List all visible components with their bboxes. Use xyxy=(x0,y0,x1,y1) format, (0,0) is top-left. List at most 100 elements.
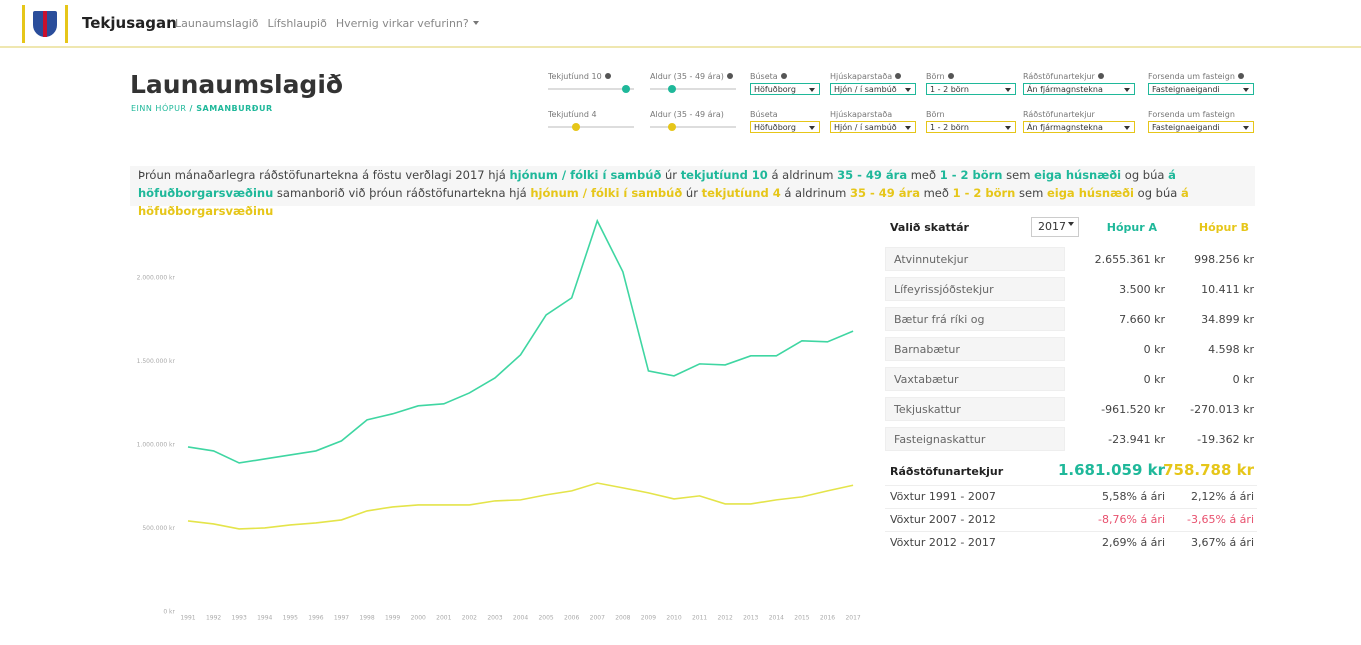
growth-row: Vöxtur 2007 - 2012 -8,76% á ári -3,65% á á… xyxy=(885,508,1257,535)
logo[interactable] xyxy=(22,5,68,43)
x-tick-label: 2012 xyxy=(718,615,733,622)
value-a: 2.655.361 kr xyxy=(1094,253,1165,266)
x-tick-label: 2004 xyxy=(513,615,528,622)
select-label: Forsenda um fasteign xyxy=(1148,72,1244,81)
highlight: tekjutíund 4 xyxy=(701,186,781,200)
value-a: -961.520 kr xyxy=(1101,403,1165,416)
row-label: Tekjuskattur xyxy=(885,397,1065,421)
slider[interactable] xyxy=(548,85,634,93)
select[interactable]: 1 - 2 börn xyxy=(926,83,1016,95)
table-row: Fasteignaskattur -23.941 kr -19.362 kr xyxy=(885,427,1257,453)
total-row: Ráðstöfunartekjur 1.681.059 kr 758.788 kr xyxy=(885,459,1257,485)
y-tick-label: 2.000.000 kr xyxy=(137,274,176,281)
row-label: Barnabætur xyxy=(885,337,1065,361)
slider[interactable] xyxy=(650,123,736,131)
value-a: 3.500 kr xyxy=(1119,283,1165,296)
table-header: Valið skattár 2017 Hópur A Hópur B xyxy=(885,215,1257,241)
y-tick-label: 500.000 kr xyxy=(142,525,175,532)
growth-a: -8,76% á ári xyxy=(1098,513,1165,526)
navbar: Tekjusagan Launaumslagið Lífshlaupið Hvern… xyxy=(0,0,1361,48)
slider-knob[interactable] xyxy=(622,85,630,93)
growth-label: Vöxtur 2007 - 2012 xyxy=(890,513,996,526)
select-label: Hjúskaparstaða xyxy=(830,72,901,81)
year-label: Valið skattár xyxy=(890,221,969,234)
x-tick-label: 2013 xyxy=(743,615,758,622)
x-tick-label: 2010 xyxy=(666,615,681,622)
growth-a: 2,69% á ári xyxy=(1102,536,1165,549)
x-tick-label: 2011 xyxy=(692,615,707,622)
highlight: á höfuðborgarsvæðinu xyxy=(138,168,1176,200)
slider-knob[interactable] xyxy=(668,85,676,93)
text: úr xyxy=(682,186,702,200)
nav-link[interactable]: Hvernig virkar vefurinn? xyxy=(336,17,479,30)
slider-label: Aldur (35 - 49 ára) xyxy=(650,110,724,119)
select-label: Ráðstöfunartekjur xyxy=(1023,72,1104,81)
brand[interactable]: Tekjusagan xyxy=(82,14,177,32)
x-tick-label: 2008 xyxy=(615,615,630,622)
nav-link[interactable]: Launaumslagið xyxy=(175,17,259,30)
table-row: Atvinnutekjur 2.655.361 kr 998.256 kr xyxy=(885,247,1257,273)
highlight: hjónum / fólki í sambúð xyxy=(530,186,683,200)
x-tick-label: 1993 xyxy=(232,615,247,622)
mode-compare[interactable]: / SAMANBURÐUR xyxy=(189,104,273,113)
highlight: hjónum / fólki í sambúð xyxy=(509,168,662,182)
select[interactable]: Hjón / í sambúð xyxy=(830,121,916,133)
x-tick-label: 1999 xyxy=(385,615,400,622)
series-line xyxy=(187,218,854,464)
value-a: 7.660 kr xyxy=(1119,313,1165,326)
x-tick-label: 2014 xyxy=(769,615,784,622)
table-row: Bætur frá ríki og sveitarfélögum 7.660 kr… xyxy=(885,307,1257,350)
value-a: -23.941 kr xyxy=(1108,433,1165,446)
growth-b: 3,67% á ári xyxy=(1191,536,1254,549)
x-tick-label: 2015 xyxy=(794,615,809,622)
select-label: Börn xyxy=(926,72,954,81)
select[interactable]: Án fjármagnstekna xyxy=(1023,121,1135,133)
x-tick-label: 2016 xyxy=(820,615,835,622)
slider-knob[interactable] xyxy=(668,123,676,131)
value-a: 0 kr xyxy=(1143,343,1165,356)
highlight: 1 - 2 börn xyxy=(952,186,1016,200)
growth-label: Vöxtur 2012 - 2017 xyxy=(890,536,996,549)
select[interactable]: Án fjármagnstekna xyxy=(1023,83,1135,95)
slider-knob[interactable] xyxy=(572,123,580,131)
select[interactable]: 1 - 2 börn xyxy=(926,121,1016,133)
text: úr xyxy=(661,168,681,182)
select-label: Búseta xyxy=(750,110,778,119)
y-tick-label: 1.500.000 kr xyxy=(137,358,176,365)
value-b: 998.256 kr xyxy=(1194,253,1254,266)
slider-label: Tekjutíund 10 xyxy=(548,72,611,81)
select[interactable]: Hjón / í sambúð xyxy=(830,83,916,95)
highlight: á höfuðborgarsvæðinu xyxy=(138,186,1189,218)
row-label: Lífeyrissjóðstekjur xyxy=(885,277,1065,301)
select[interactable]: Fasteignaeigandi xyxy=(1148,121,1254,133)
mode-single[interactable]: EINN HÓPUR xyxy=(131,104,187,113)
x-tick-label: 1996 xyxy=(308,615,323,622)
row-label: Fasteignaskattur xyxy=(885,427,1065,451)
text: á aldrinum xyxy=(780,186,850,200)
slider[interactable] xyxy=(650,85,736,93)
slider[interactable] xyxy=(548,123,634,131)
group-b: Hópur B xyxy=(1198,221,1249,234)
total-a: 1.681.059 kr xyxy=(1057,461,1165,479)
text: Þróun mánaðarlegra ráðstöfunartekna á fö… xyxy=(138,168,510,182)
x-tick-label: 1995 xyxy=(283,615,298,622)
row-label: Vaxtabætur xyxy=(885,367,1065,391)
nav-links: Launaumslagið Lífshlaupið Hvernig virkar v… xyxy=(175,17,488,30)
select-label: Börn xyxy=(926,110,945,119)
nav-link[interactable]: Lífshlaupið xyxy=(267,17,327,30)
x-tick-label: 2005 xyxy=(538,615,553,622)
year-select[interactable]: 2017 xyxy=(1031,217,1079,237)
growth-label: Vöxtur 1991 - 2007 xyxy=(890,490,996,503)
x-tick-label: 2001 xyxy=(436,615,451,622)
text: samanborið við þróun ráðstöfunartekna hj… xyxy=(273,186,531,200)
select[interactable]: Fasteignaeigandi xyxy=(1148,83,1254,95)
value-a: 0 kr xyxy=(1143,373,1165,386)
select[interactable]: Höfuðborg xyxy=(750,83,820,95)
description: Þróun mánaðarlegra ráðstöfunartekna á fö… xyxy=(130,166,1255,218)
growth-b: 2,12% á ári xyxy=(1191,490,1254,503)
value-b: 4.598 kr xyxy=(1208,343,1254,356)
highlight: eiga húsnæði xyxy=(1046,186,1134,200)
x-tick-label: 1997 xyxy=(334,615,349,622)
select[interactable]: Höfuðborg xyxy=(750,121,820,133)
